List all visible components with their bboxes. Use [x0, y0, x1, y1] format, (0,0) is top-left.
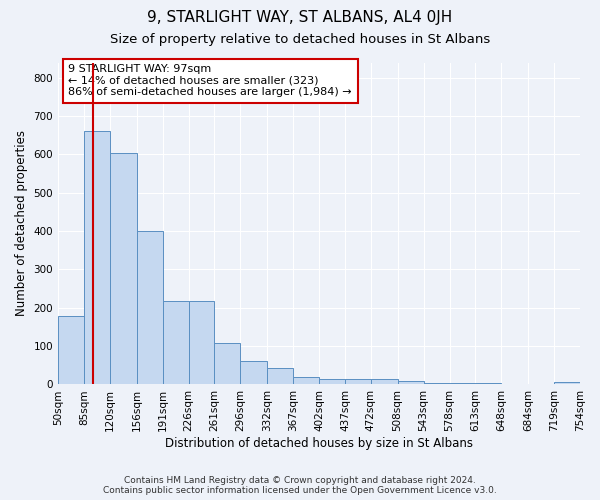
X-axis label: Distribution of detached houses by size in St Albans: Distribution of detached houses by size … — [165, 437, 473, 450]
Bar — [293, 377, 319, 384]
Bar — [241, 360, 267, 384]
Bar — [188, 301, 214, 384]
Bar — [319, 378, 345, 384]
Bar — [371, 379, 398, 384]
Text: 9 STARLIGHT WAY: 97sqm
← 14% of detached houses are smaller (323)
86% of semi-de: 9 STARLIGHT WAY: 97sqm ← 14% of detached… — [68, 64, 352, 98]
Text: Size of property relative to detached houses in St Albans: Size of property relative to detached ho… — [110, 32, 490, 46]
Y-axis label: Number of detached properties: Number of detached properties — [15, 130, 28, 316]
Bar — [398, 382, 424, 384]
Bar — [214, 344, 241, 384]
Bar — [554, 382, 580, 384]
Bar — [163, 301, 188, 384]
Bar — [345, 380, 371, 384]
Bar — [110, 152, 137, 384]
Bar — [58, 316, 84, 384]
Bar — [267, 368, 293, 384]
Bar — [424, 382, 449, 384]
Text: Contains HM Land Registry data © Crown copyright and database right 2024.
Contai: Contains HM Land Registry data © Crown c… — [103, 476, 497, 495]
Bar — [137, 231, 163, 384]
Text: 9, STARLIGHT WAY, ST ALBANS, AL4 0JH: 9, STARLIGHT WAY, ST ALBANS, AL4 0JH — [148, 10, 452, 25]
Bar — [84, 132, 110, 384]
